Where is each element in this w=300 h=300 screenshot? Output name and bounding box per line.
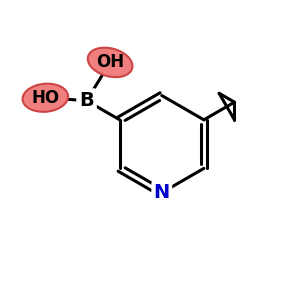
Text: OH: OH: [96, 53, 124, 71]
Text: N: N: [154, 183, 170, 202]
Ellipse shape: [88, 48, 132, 77]
Text: B: B: [79, 91, 94, 110]
Ellipse shape: [22, 84, 68, 112]
Text: HO: HO: [31, 89, 59, 107]
